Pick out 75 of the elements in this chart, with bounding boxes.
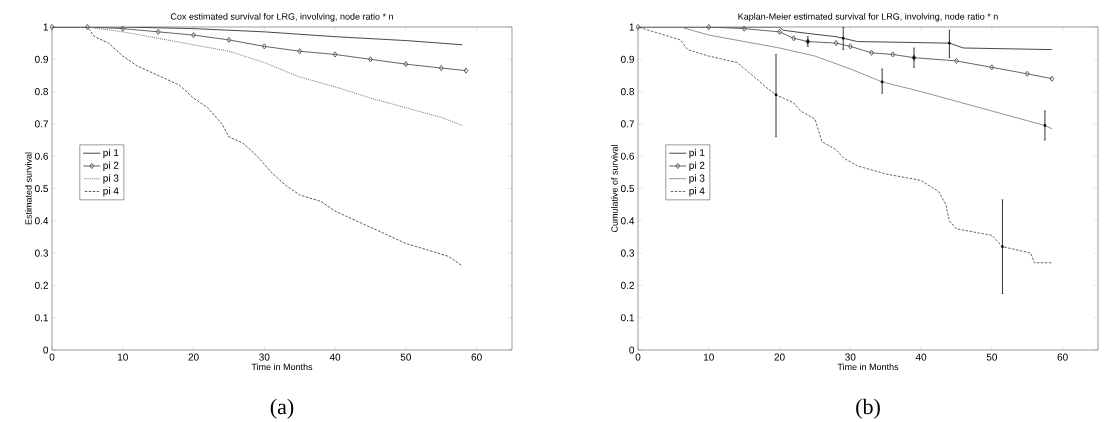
x-tick-label: 10	[703, 353, 714, 361]
point	[989, 64, 995, 71]
x-tick-label: 40	[915, 353, 927, 361]
point	[890, 51, 896, 58]
x-tick-label: 0	[635, 353, 641, 361]
y-tick-label: 0.5	[34, 184, 49, 193]
y-tick-label: 0.4	[620, 217, 635, 225]
point	[84, 23, 90, 31]
y-axis-title: Estimated survival	[25, 152, 32, 225]
line-series	[52, 26, 463, 267]
chart-title: Kaplan-Meier estimated survival for LRG, involving, node ratio * n	[738, 13, 998, 22]
point	[847, 43, 853, 50]
legend-label: pi 1	[103, 148, 119, 159]
point	[741, 25, 747, 32]
legend-label: pi 3	[689, 174, 705, 184]
y-tick-label: 1	[629, 23, 634, 31]
point	[120, 25, 126, 32]
point	[368, 56, 373, 63]
point	[403, 61, 409, 68]
x-tick-label: 60	[1057, 353, 1068, 361]
x-axis-title: Time in Months	[837, 363, 899, 371]
y-tick-label: 0.9	[620, 55, 635, 63]
chart-title: Cox estimated survival for LRG, involving, node ratio * n	[170, 13, 393, 22]
x-tick-label: 50	[986, 353, 998, 361]
point	[833, 40, 839, 47]
y-tick-label: 0.5	[620, 184, 635, 193]
y-tick-label: 0.3	[34, 249, 49, 257]
y-tick-label: 0	[43, 346, 49, 354]
legend-label: pi 4	[103, 187, 119, 197]
y-tick-label: 0.1	[620, 314, 634, 322]
y-tick-label: 1	[43, 23, 48, 31]
x-tick-label: 0	[49, 353, 55, 361]
point	[155, 28, 161, 35]
point	[791, 35, 797, 42]
y-tick-label: 0.6	[34, 152, 49, 160]
point	[706, 23, 712, 31]
text: (a)	[270, 398, 294, 419]
y-tick-label: 0.9	[34, 55, 49, 63]
legend-label: pi 2	[689, 161, 705, 171]
y-axis-title: Cumulative of survival	[611, 145, 618, 233]
legend-label: pi 1	[689, 148, 705, 159]
y-tick-label: 0.2	[620, 281, 634, 289]
x-tick-label: 30	[259, 353, 270, 361]
x-tick-label: 60	[471, 353, 482, 361]
point	[191, 32, 196, 39]
y-tick-label: 0.2	[34, 281, 48, 289]
point	[332, 51, 338, 58]
legend-label: pi 4	[689, 187, 705, 197]
x-tick-label: 10	[117, 353, 128, 361]
y-tick-label: 0	[629, 346, 635, 354]
y-tick-label: 0.6	[620, 152, 635, 160]
x-tick-label: 20	[188, 353, 199, 361]
y-tick-label: 0.8	[620, 88, 635, 96]
text: (b)	[856, 398, 880, 419]
y-tick-label: 0.8	[34, 88, 49, 96]
x-tick-label: 20	[774, 353, 785, 361]
x-tick-label: 30	[845, 353, 856, 361]
point	[438, 64, 444, 72]
legend-label: pi 2	[103, 161, 119, 171]
y-tick-label: 0.1	[34, 314, 48, 322]
point	[297, 48, 303, 55]
legend-label: pi 3	[103, 174, 119, 184]
y-tick-label: 0.3	[620, 249, 635, 257]
point	[869, 49, 874, 56]
point	[777, 28, 782, 35]
y-tick-label: 0.7	[34, 120, 48, 128]
x-axis-title: Time in Months	[251, 363, 313, 371]
point	[226, 36, 232, 43]
point	[261, 43, 267, 50]
x-tick-label: 40	[329, 353, 341, 361]
point	[1024, 70, 1030, 77]
y-tick-label: 0.7	[620, 120, 634, 128]
x-tick-label: 50	[400, 353, 412, 361]
point	[954, 57, 959, 64]
y-tick-label: 0.4	[34, 217, 49, 225]
